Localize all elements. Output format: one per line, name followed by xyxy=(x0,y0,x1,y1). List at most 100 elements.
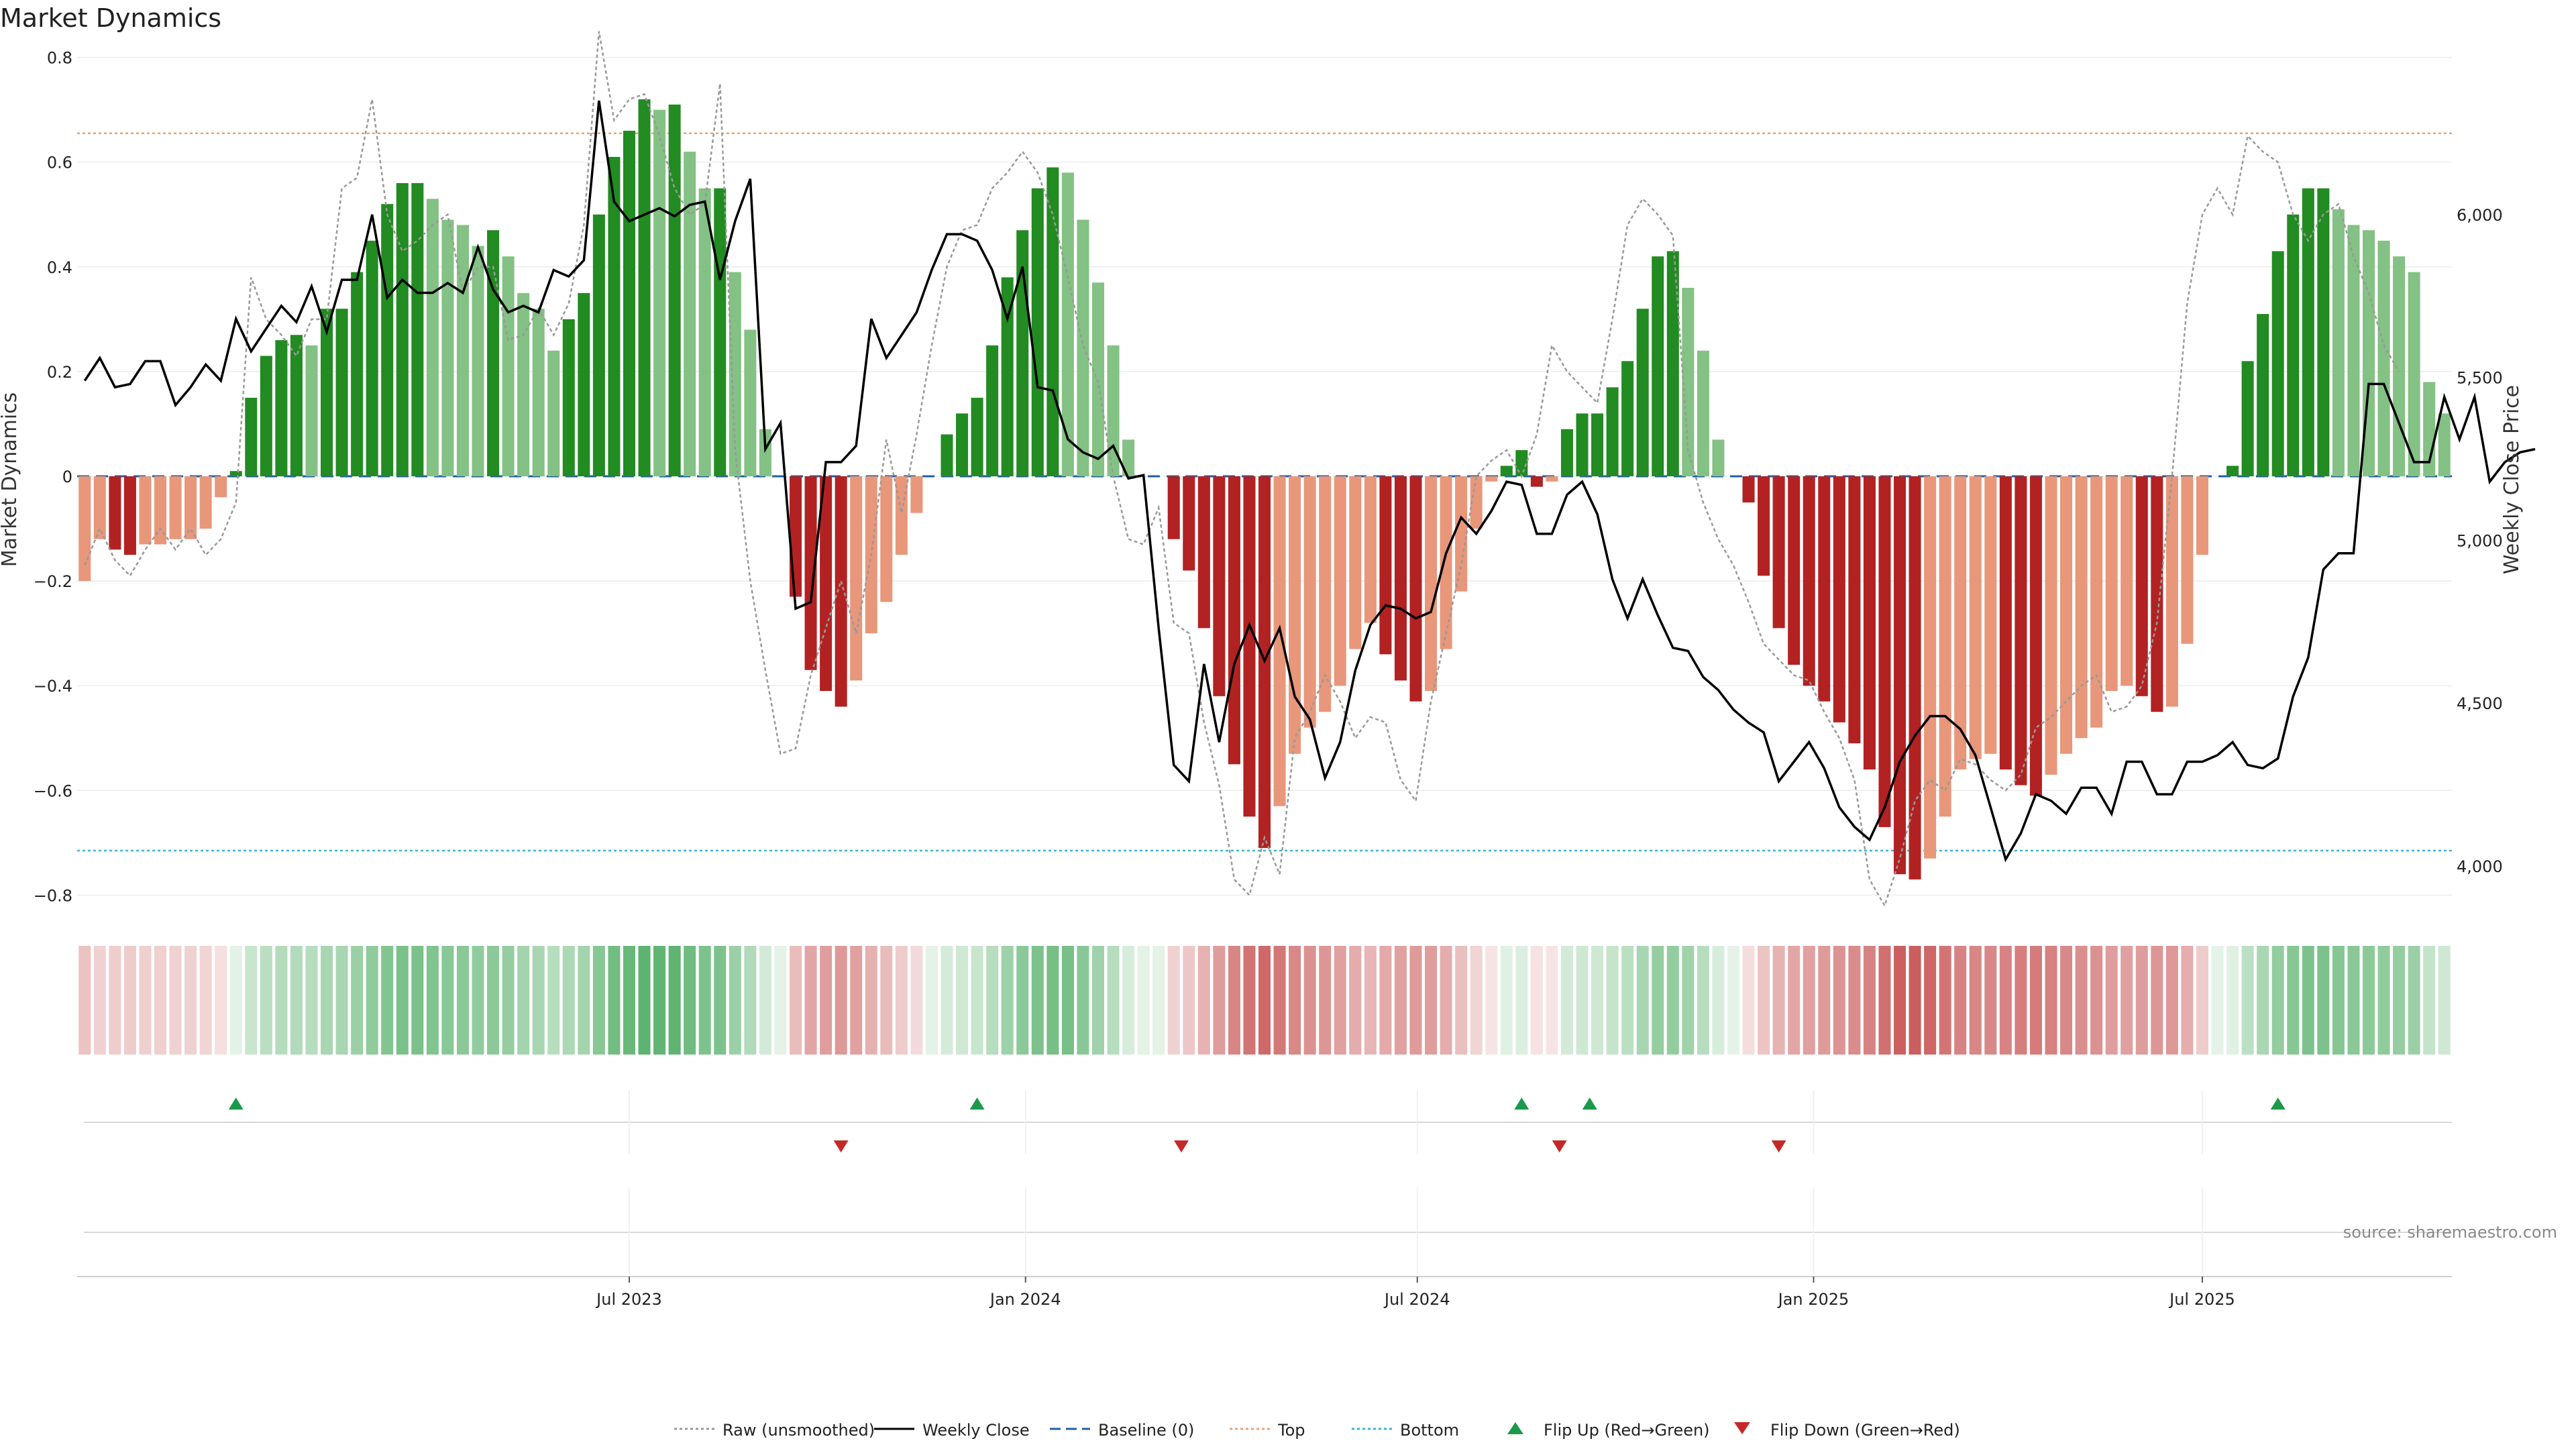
histogram-bar xyxy=(1999,476,2012,770)
histogram-bar xyxy=(1560,429,1573,476)
strip-cell xyxy=(1591,946,1604,1055)
strip-cell xyxy=(1061,946,1074,1055)
histogram-bar xyxy=(1591,413,1604,476)
strip-cell xyxy=(260,946,272,1055)
right-axis-label: Weekly Close Price xyxy=(2500,385,2524,574)
strip-cell xyxy=(1213,946,1226,1055)
strip-cell xyxy=(2105,946,2118,1055)
histogram-bar xyxy=(1682,288,1695,476)
legend-item: Bottom xyxy=(1352,1421,1459,1440)
strip-cell xyxy=(1697,946,1709,1055)
histogram-bar xyxy=(1939,476,1951,817)
strip-cell xyxy=(411,946,424,1055)
histogram-bar xyxy=(78,476,91,582)
strip-cell xyxy=(215,946,227,1055)
strip-cell xyxy=(1666,946,1679,1055)
histogram-bar xyxy=(1666,251,1679,476)
strip-cell xyxy=(592,946,605,1055)
strip-cell xyxy=(169,946,182,1055)
histogram-bar xyxy=(1742,476,1755,503)
strip-cell xyxy=(2165,946,2178,1055)
x-tick-label: Jul 2023 xyxy=(595,1290,662,1309)
histogram-bar xyxy=(698,188,711,476)
histogram-bar xyxy=(321,309,333,476)
histogram-bar xyxy=(411,182,424,476)
left-tick-label: −0.8 xyxy=(34,886,72,905)
histogram-bar xyxy=(2393,256,2406,476)
legend-label: Top xyxy=(1277,1421,1305,1440)
strip-cell xyxy=(1349,946,1362,1055)
histogram-bar xyxy=(351,272,364,476)
strip-cell xyxy=(2302,946,2314,1055)
histogram-bar xyxy=(1652,256,1664,476)
strip-cell xyxy=(1031,946,1044,1055)
strip-cell xyxy=(759,946,771,1055)
histogram-bar xyxy=(971,397,983,476)
strip-cell xyxy=(608,946,621,1055)
strip-cell xyxy=(1122,946,1135,1055)
strip-cell xyxy=(532,946,545,1055)
strip-cell xyxy=(2287,946,2300,1055)
histogram-bar xyxy=(941,434,953,476)
histogram-bar xyxy=(1243,476,1256,817)
strip-cell xyxy=(184,946,197,1055)
legend-item: Raw (unsmoothed) xyxy=(674,1421,875,1440)
histogram-bar xyxy=(2438,413,2451,476)
strip-cell xyxy=(1742,946,1755,1055)
strip-cell xyxy=(638,946,651,1055)
x-tick-label: Jul 2024 xyxy=(1383,1290,1450,1309)
strip-cell xyxy=(366,946,378,1055)
histogram-bar xyxy=(199,476,212,529)
strip-cell xyxy=(1772,946,1785,1055)
strip-cell xyxy=(2377,946,2390,1055)
flip-down-marker xyxy=(833,1140,849,1152)
strip-cell xyxy=(1576,946,1589,1055)
strip-cell xyxy=(623,946,636,1055)
histogram-bar xyxy=(1621,361,1634,476)
strip-cell xyxy=(1152,946,1165,1055)
strip-cell xyxy=(1560,946,1573,1055)
strip-cell xyxy=(2423,946,2436,1055)
strip-cell xyxy=(1606,946,1619,1055)
strip-cell xyxy=(1046,946,1059,1055)
histogram-bar xyxy=(2287,214,2300,476)
strip-cell xyxy=(1954,946,1967,1055)
histogram-bar xyxy=(2135,476,2148,696)
strip-cell xyxy=(1228,946,1240,1055)
strip-cell xyxy=(698,946,711,1055)
histogram-bar xyxy=(1515,449,1528,476)
histogram-bar xyxy=(184,476,197,539)
histogram-bar xyxy=(562,319,575,476)
strip-cell xyxy=(321,946,333,1055)
histogram-bar xyxy=(1319,476,1332,712)
histogram-bar xyxy=(2317,188,2330,476)
histogram-bar xyxy=(366,240,378,476)
histogram-bar xyxy=(653,109,666,476)
histogram-bar xyxy=(1197,476,1210,629)
histogram-bar xyxy=(1273,476,1286,806)
histogram-bar xyxy=(1379,476,1392,655)
histogram-bar xyxy=(1122,439,1135,476)
strip-cell xyxy=(2226,946,2239,1055)
histogram-bar xyxy=(668,104,681,477)
histogram-bar xyxy=(1409,476,1422,702)
histogram-bar xyxy=(1500,466,1513,476)
histogram-bar xyxy=(910,476,923,513)
strip-cell xyxy=(1848,946,1861,1055)
strip-cell xyxy=(245,946,258,1055)
histogram-bar xyxy=(1303,476,1316,728)
x-tick-label: Jul 2025 xyxy=(2168,1290,2235,1309)
histogram-bar xyxy=(547,350,560,476)
strip-cell xyxy=(1197,946,1210,1055)
strip-cell xyxy=(517,946,530,1055)
strip-cell xyxy=(396,946,409,1055)
strip-cell xyxy=(865,946,877,1055)
strip-cell xyxy=(820,946,833,1055)
histogram-bar xyxy=(2181,476,2194,644)
strip-cell xyxy=(1303,946,1316,1055)
strip-cell xyxy=(1893,946,1907,1055)
left-tick-label: 0.6 xyxy=(47,154,72,172)
strip-cell xyxy=(472,946,484,1055)
strip-cell xyxy=(1470,946,1483,1055)
histogram-bar xyxy=(684,152,696,476)
